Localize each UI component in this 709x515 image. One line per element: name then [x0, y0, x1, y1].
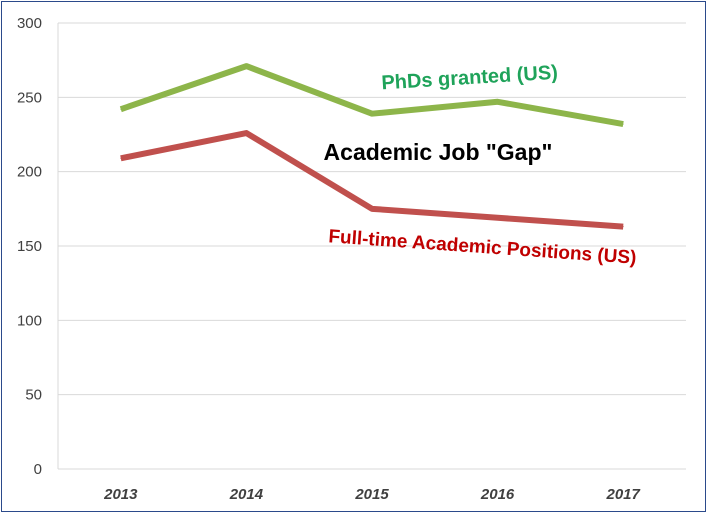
series-1-point-2 [371, 208, 373, 210]
series-lines [119, 63, 624, 230]
y-tick-label-250: 250 [17, 89, 42, 106]
y-tick-label-0: 0 [34, 461, 42, 478]
series-1-point-3 [497, 217, 499, 219]
y-tick-label-150: 150 [17, 238, 42, 255]
series-0-point-2 [371, 113, 373, 115]
series-0-point-0 [120, 108, 122, 110]
annotation-academic-job-gap: Academic Job "Gap" [324, 139, 553, 165]
annotation-phds-granted: PhDs granted (US) [381, 62, 559, 95]
axes [57, 23, 686, 470]
y-tick-label-100: 100 [17, 312, 42, 329]
x-tick-label-2015: 2015 [354, 486, 389, 503]
x-axis-ticks: 2013 2014 2015 2016 2017 [103, 486, 640, 503]
x-tick-label-2016: 2016 [480, 486, 515, 503]
series-1-point-4 [622, 226, 624, 228]
y-axis-ticks: 0 50 100 150 200 250 300 [17, 15, 42, 478]
x-tick-label-2013: 2013 [103, 486, 138, 503]
x-tick-label-2017: 2017 [606, 486, 641, 503]
series-0-point-4 [622, 123, 624, 125]
series-1-point-1 [245, 132, 247, 134]
series-0-point-3 [497, 101, 499, 103]
y-tick-label-300: 300 [17, 15, 42, 32]
annotation-full-time-positions: Full-time Academic Positions (US) [328, 226, 637, 268]
x-tick-label-2014: 2014 [229, 486, 264, 503]
series-0-point-1 [245, 65, 247, 67]
series-1-point-0 [120, 157, 122, 159]
y-tick-label-200: 200 [17, 164, 42, 181]
y-tick-label-50: 50 [25, 387, 42, 404]
annotations: PhDs granted (US) Academic Job "Gap" Ful… [324, 62, 637, 269]
